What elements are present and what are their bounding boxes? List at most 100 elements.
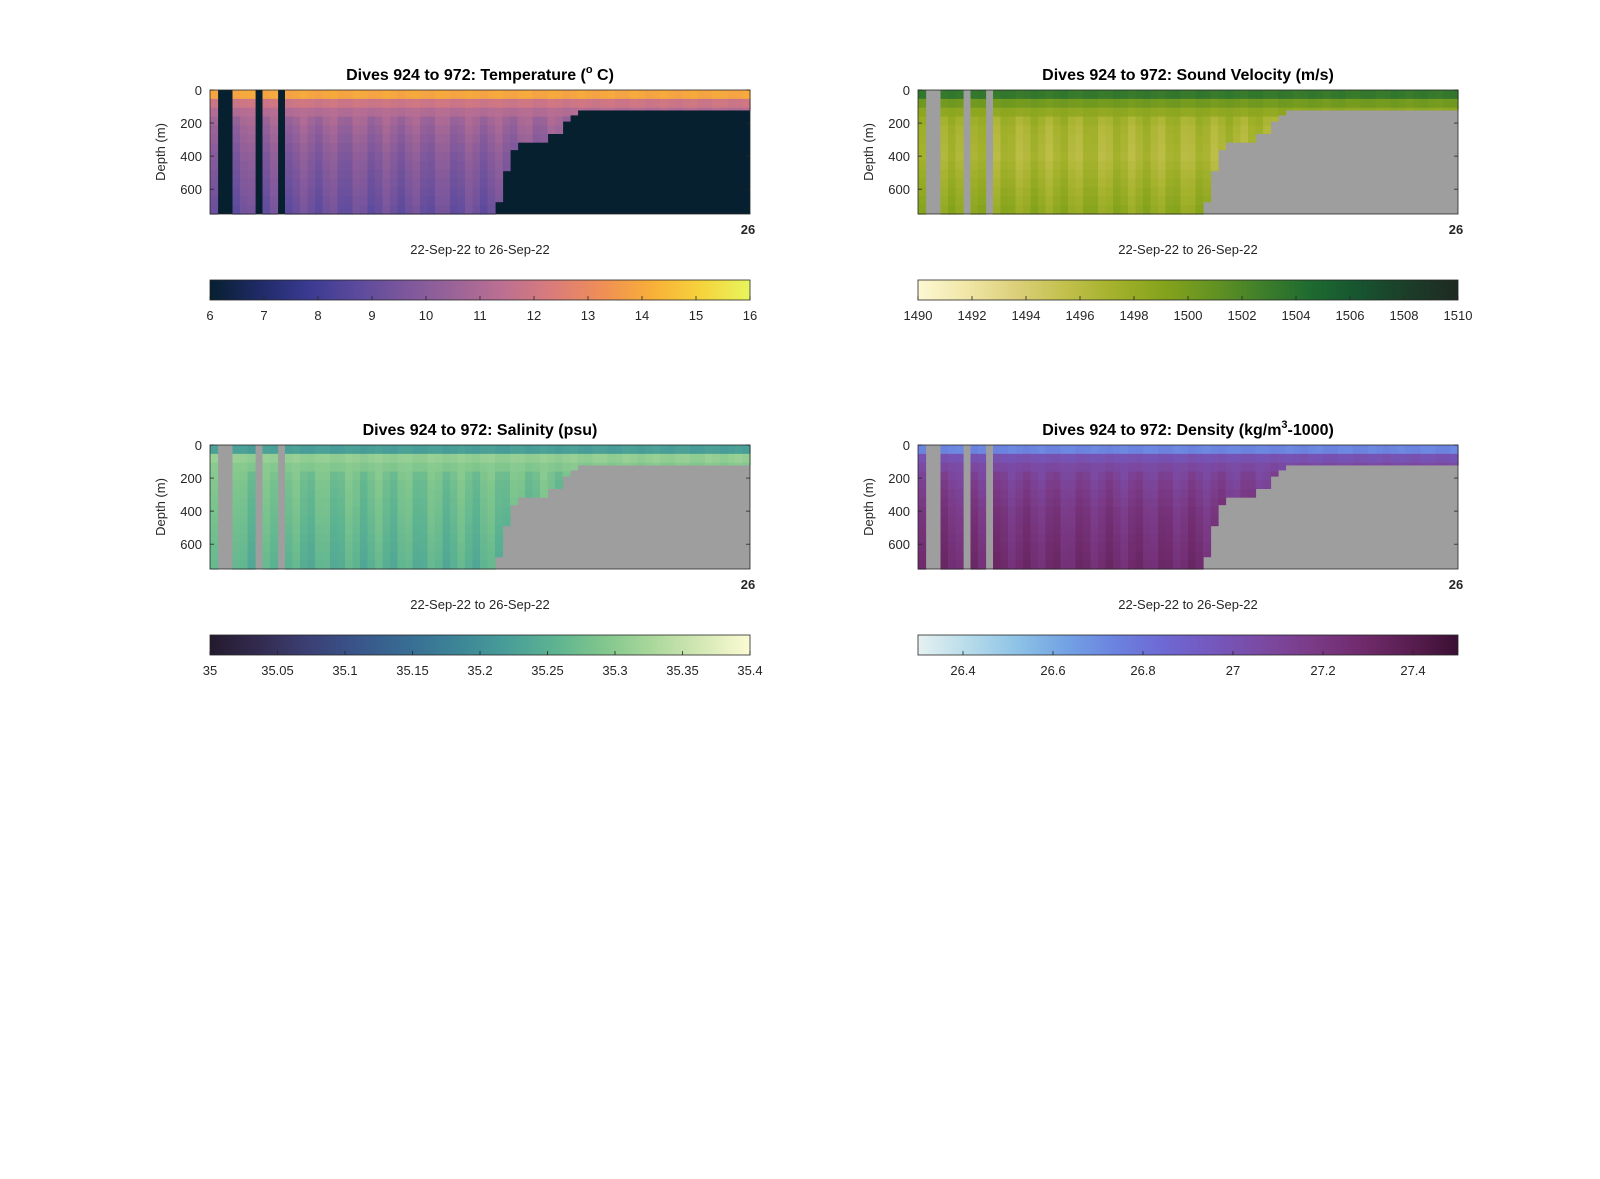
heatmap-cell [955, 178, 964, 189]
heatmap-cell [1068, 125, 1077, 135]
colorbar-tick-label: 6 [206, 308, 213, 323]
heatmap-cell [457, 98, 466, 109]
heatmap-cell [247, 471, 256, 482]
heatmap-cell [420, 551, 429, 561]
heatmap-cell [607, 462, 616, 466]
heatmap-column [978, 445, 987, 570]
heatmap-cell [1113, 453, 1122, 464]
heatmap-cell [1098, 116, 1107, 127]
heatmap-cell [1015, 125, 1024, 135]
heatmap-cell [465, 471, 474, 482]
heatmap-cell [367, 98, 376, 109]
heatmap-cell [480, 498, 489, 508]
heatmap-cell [1015, 160, 1024, 171]
heatmap-cell [337, 90, 346, 100]
heatmap-cell [427, 524, 436, 535]
heatmap-column [630, 445, 639, 466]
heatmap-cell [240, 498, 249, 508]
heatmap-cell [993, 533, 1002, 544]
heatmap-cell [307, 187, 316, 197]
heatmap-cell [1210, 524, 1219, 527]
heatmap-cell [1195, 116, 1204, 127]
heatmap-cell [435, 125, 444, 135]
heatmap-cell [262, 515, 271, 526]
heatmap-cell [948, 453, 957, 464]
heatmap-cell [375, 134, 384, 144]
heatmap-cell [480, 524, 489, 535]
heatmap-cell [690, 98, 699, 109]
y-axis-label: Depth (m) [153, 478, 168, 536]
heatmap-cell [427, 196, 436, 206]
heatmap-cell [1053, 507, 1062, 517]
heatmap-column [1143, 90, 1152, 215]
heatmap-cell [457, 205, 466, 215]
heatmap-cell [270, 533, 279, 544]
heatmap-cell [457, 542, 466, 552]
heatmap-cell [555, 107, 564, 118]
heatmap-cell [1023, 160, 1032, 171]
heatmap-cell [1060, 90, 1069, 100]
heatmap-cell [397, 471, 406, 482]
heatmap-cell [1173, 542, 1182, 552]
heatmap-cell [1218, 143, 1227, 151]
heatmap-column [948, 445, 957, 570]
heatmap-cell [232, 542, 241, 552]
heatmap-cell [1158, 551, 1167, 561]
colorbar-tick-label: 35.4 [737, 663, 762, 678]
heatmap-cell [1188, 187, 1197, 197]
heatmap-cell [397, 462, 406, 473]
heatmap-cell [1008, 533, 1017, 544]
heatmap-cell [270, 152, 279, 162]
heatmap-cell [1015, 489, 1024, 499]
heatmap-cell [1083, 445, 1092, 455]
heatmap-cell [405, 187, 414, 197]
heatmap-cell [1060, 462, 1069, 473]
heatmap-cell [210, 471, 219, 482]
heatmap-column [615, 445, 624, 466]
heatmap-cell [1390, 107, 1399, 111]
heatmap-cell [210, 205, 219, 215]
heatmap-cell [285, 507, 294, 517]
heatmap-cell [955, 551, 964, 561]
heatmap-cell [322, 107, 331, 118]
heatmap-column [292, 90, 301, 215]
heatmap-cell [1068, 116, 1077, 127]
heatmap-cell [1015, 498, 1024, 508]
heatmap-cell [1120, 160, 1129, 171]
heatmap-cell [1105, 560, 1114, 570]
heatmap-cell [1218, 116, 1227, 127]
heatmap-cell [337, 462, 346, 473]
heatmap-column [457, 90, 466, 215]
heatmap-column [427, 90, 436, 215]
heatmap-cell [502, 524, 511, 527]
heatmap-cell [1143, 143, 1152, 153]
heatmap-cell [1233, 90, 1242, 100]
heatmap-cell [210, 116, 219, 127]
heatmap-cell [1165, 462, 1174, 473]
heatmap-cell [1398, 453, 1407, 464]
heatmap-cell [345, 471, 354, 482]
heatmap-column [1248, 90, 1257, 143]
heatmap-cell [1000, 453, 1009, 464]
heatmap-cell [918, 125, 927, 135]
heatmap-cell [352, 160, 361, 171]
heatmap-cell [637, 90, 646, 100]
heatmap-cell [337, 524, 346, 535]
heatmap-cell [517, 453, 526, 464]
heatmap-cell [1180, 134, 1189, 144]
heatmap-column [637, 90, 646, 111]
heatmap-cell [375, 533, 384, 544]
heatmap-cell [495, 507, 504, 517]
heatmap-cell [1045, 560, 1054, 570]
heatmap-cell [1263, 125, 1272, 134]
heatmap-cell [465, 187, 474, 197]
heatmap-cell [1000, 498, 1009, 508]
heatmap-cell [1255, 125, 1264, 134]
heatmap-cell [978, 196, 987, 206]
heatmap-cell [1293, 98, 1302, 109]
heatmap-cell [1023, 480, 1032, 490]
heatmap-column [420, 90, 429, 215]
heatmap-cell [1293, 462, 1302, 466]
heatmap-cell [1420, 90, 1429, 100]
heatmap-cell [1038, 152, 1047, 162]
